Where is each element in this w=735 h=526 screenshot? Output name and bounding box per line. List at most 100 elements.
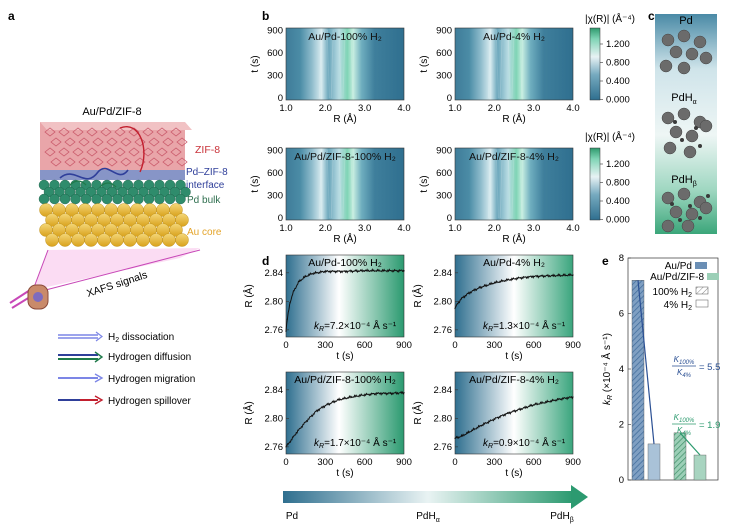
kinetics-xtick: 0: [283, 340, 288, 351]
kinetics-ytick: 2.80: [265, 296, 284, 307]
legend-aupd: Au/Pd: [665, 261, 692, 272]
heatmap-xtick: 3.0: [527, 223, 540, 234]
colorbar-label-bottom: |χ(R)| (Å⁻⁴): [585, 130, 635, 143]
kinetics-rate-annotation: kR=7.2×10⁻⁴ Å s⁻¹: [314, 319, 397, 333]
heatmap-ytick: 0: [278, 213, 283, 224]
heatmap-ylabel: t (s): [250, 175, 261, 192]
kinetics-point: [311, 272, 313, 275]
panel-letter-c: c: [648, 9, 655, 23]
bar-ylabel: kR (×10⁻⁴ Å s⁻¹): [600, 333, 614, 405]
heatmap-xtick: 4.0: [566, 223, 579, 234]
heatmap-xtick: 4.0: [397, 223, 410, 234]
diffusion-arrow: [69, 180, 87, 186]
heatmap-4: Au/Pd/ZIF-8-4% H₂ 0 300 600 900 t (s) 1.0 2.0 3.…: [419, 146, 580, 246]
pd-atom: [685, 47, 699, 61]
heatmap-2: Au/Pd-4% H₂ 0 300 600 900 t (s) 1.0 2.0 3.0 4.0 R …: [419, 26, 580, 126]
heatmap-xtick: 4.0: [397, 103, 410, 114]
kinetics-ytick: 2.84: [265, 268, 284, 279]
kinetics-point: [315, 410, 317, 412]
heatmap-xlabel: R (Å): [502, 112, 525, 125]
kinetics-point: [383, 270, 385, 272]
kinetics-xtick: 300: [317, 340, 333, 351]
bar-2: [647, 443, 661, 481]
pd-atom: [699, 119, 713, 133]
kinetics-plot-3: Au/Pd/ZIF-8-100% H₂ 2.76 2.80 2.84 0 300 600 90…: [242, 371, 412, 479]
heatmap-ytick: 300: [267, 191, 283, 202]
kinetics-line: [454, 396, 574, 440]
panel-a: a Au/Pd/ZIF-8 ZIF-8 Pd–ZIF-8 interface P…: [8, 9, 228, 407]
heatmap-image: [454, 147, 574, 221]
spillover-red-arrow: [119, 125, 145, 173]
panel-letter-b: b: [262, 9, 269, 23]
kinetics-point: [474, 289, 476, 291]
heatmap-ytick: 600: [436, 48, 452, 59]
heatmap-ytick: 600: [436, 168, 452, 179]
mechanism-legend: H2 dissociation Hydrogen diffusion Hydro…: [58, 331, 195, 407]
kinetics-ylabel: R (Å): [411, 401, 424, 424]
bar-1: [631, 280, 645, 481]
heatmap-xtick: 2.0: [488, 223, 501, 234]
kinetics-point: [324, 270, 326, 272]
heatmap-ylabel: t (s): [250, 55, 261, 72]
kinetics-point: [457, 302, 459, 305]
kinetics-xlabel: t (s): [505, 468, 522, 479]
heatmap-xtick: 2.0: [319, 223, 332, 234]
kinetics-rate-annotation: kR=1.3×10⁻⁴ Å s⁻¹: [483, 319, 566, 333]
pd-atom: [669, 45, 683, 59]
phase-label-pdh-alpha: PdHα: [671, 92, 696, 106]
legend-hydrogen-spillover: Hydrogen spillover: [108, 396, 191, 407]
kinetics-point: [480, 286, 482, 288]
ratio-numerator: K100%: [674, 413, 695, 424]
zif-layer: [40, 122, 192, 170]
colorbar-label-top: |χ(R)| (Å⁻⁴): [585, 12, 635, 25]
kinetics-ytick: 2.84: [434, 268, 453, 279]
ratio-denominator: K4%: [677, 426, 692, 437]
kinetics-ytick: 2.80: [265, 413, 284, 424]
interface-layer: [40, 170, 185, 180]
heatmap-ytick: 0: [447, 93, 452, 104]
interface-label-1: Pd–ZIF-8: [186, 167, 228, 178]
kinetics-point: [403, 392, 405, 394]
heatmap-xtick: 1.0: [448, 223, 461, 234]
heatmap-title: Au/Pd/ZIF-8-100% H₂: [294, 151, 396, 163]
kinetics-point: [289, 302, 291, 304]
heatmap-3: Au/Pd/ZIF-8-100% H₂ 0 300 600 900 t (s) 1.0 2.0…: [250, 146, 411, 246]
pd-atom: [669, 205, 683, 219]
kinetics-point: [293, 290, 295, 292]
kinetics-point: [324, 404, 326, 407]
h-atom: [706, 194, 710, 198]
kinetics-xtick: 0: [452, 457, 457, 468]
kinetics-ylabel: R (Å): [242, 401, 255, 424]
kinetics-point: [403, 270, 405, 272]
kinetics-title: Au/Pd/ZIF-8-4% H₂: [469, 374, 559, 386]
kinetics-point: [454, 437, 456, 439]
kinetics-point: [480, 424, 482, 427]
heatmap-xtick: 3.0: [358, 103, 371, 114]
kinetics-title: Au/Pd-100% H₂: [308, 257, 382, 269]
pd-atom: [685, 129, 699, 143]
kinetics-point: [295, 432, 298, 434]
kinetics-point: [298, 280, 300, 282]
zif-label: ZIF-8: [195, 144, 220, 156]
kinetics-xlabel: t (s): [336, 468, 353, 479]
h-atom: [680, 138, 684, 142]
xafs-beam: [33, 248, 200, 290]
kinetics-point: [305, 421, 307, 423]
kinetics-xtick: 600: [526, 340, 542, 351]
heatmap-ylabel: t (s): [419, 55, 430, 72]
kinetics-rate-annotation: kR=1.7×10⁻⁴ Å s⁻¹: [314, 436, 397, 450]
colorbar-tick: 0.000: [606, 215, 630, 226]
kinetics-point: [454, 307, 456, 310]
h-atom: [670, 202, 674, 206]
ratio-value: = 1.9: [699, 420, 720, 431]
kinetics-point: [493, 418, 495, 420]
pd-atom: [661, 191, 675, 205]
kinetics-xtick: 600: [357, 457, 373, 468]
heatmap-image: [285, 147, 405, 221]
kinetics-plot-4: Au/Pd/ZIF-8-4% H₂ 2.76 2.80 2.84 0 300 600 900 t…: [411, 371, 581, 479]
pd-atom: [681, 219, 695, 233]
kinetics-point: [467, 292, 469, 295]
heatmap-title: Au/Pd-100% H₂: [308, 31, 382, 43]
heatmap-ytick: 900: [267, 26, 283, 37]
panel-letter-e: e: [602, 254, 609, 268]
